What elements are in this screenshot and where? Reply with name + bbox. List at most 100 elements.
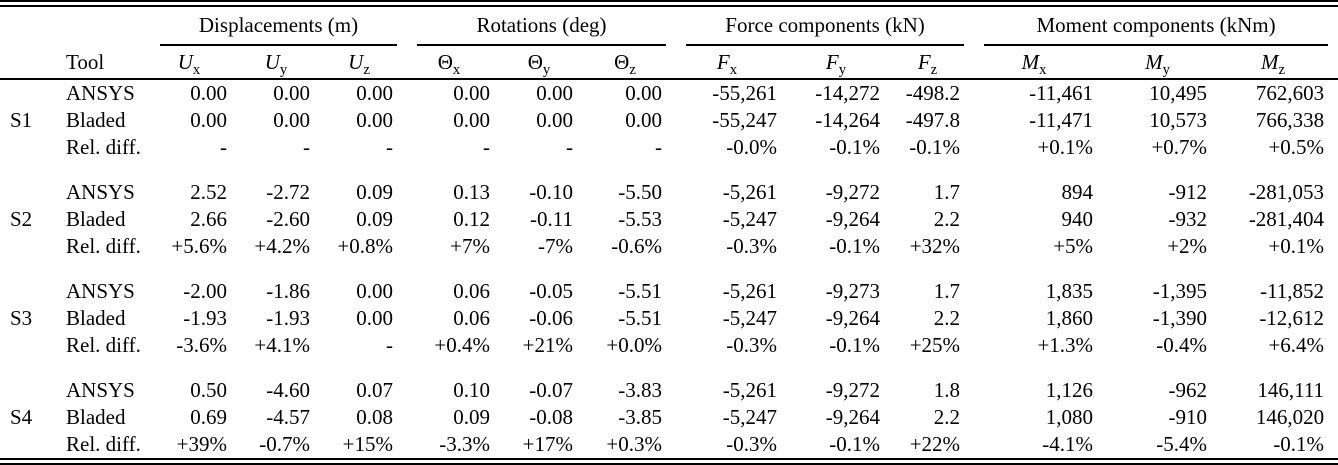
table-row: S1 ANSYS 0.00 0.00 0.00 0.00 0.00 0.00 -55,261 -1… bbox=[0, 79, 1338, 132]
symbol-subscript: x bbox=[1039, 61, 1047, 78]
value-cell: +0.1% bbox=[1037, 135, 1094, 159]
column-header-symbol: Uy bbox=[241, 46, 324, 80]
tool-cell: ANSYS bbox=[66, 279, 135, 303]
symbol-base: U bbox=[348, 49, 364, 74]
value-cell: -0.1% bbox=[1273, 432, 1325, 456]
symbol-base: U bbox=[177, 49, 193, 74]
value-cell: 0.00 bbox=[625, 108, 663, 132]
column-header-symbol: Fz bbox=[894, 46, 975, 80]
value-cell: +15% bbox=[342, 432, 393, 456]
symbol-subscript: y bbox=[542, 61, 551, 78]
value-cell: -7% bbox=[538, 234, 573, 258]
value-cell: -5,261 bbox=[722, 279, 778, 303]
value-cell: -2.00 bbox=[183, 279, 227, 303]
value-cell: 0.09 bbox=[356, 207, 393, 231]
value-cell: 894 bbox=[1061, 180, 1094, 204]
tool-cell: ANSYS bbox=[66, 81, 135, 105]
symbol-base: F bbox=[716, 49, 730, 74]
value-cell: 0.00 bbox=[190, 81, 227, 105]
value-cell: -497.8 bbox=[905, 108, 961, 132]
table-row: Rel. diff. - - - - - - -0.0% -0.1% -0.1% +0.1% +0.7… bbox=[0, 134, 1338, 161]
value-cell: -11,852 bbox=[1260, 279, 1325, 303]
column-header-symbol: Mz bbox=[1221, 46, 1338, 80]
value-cell: - bbox=[655, 135, 663, 159]
tool-cell: Bladed bbox=[66, 306, 126, 330]
value-cell: 146,111 bbox=[1257, 378, 1325, 402]
table-row: Rel. diff. +39% -0.7% +15% -3.3% +17% +0.3% -0.… bbox=[0, 431, 1338, 458]
value-cell: +6.4% bbox=[1268, 333, 1325, 357]
value-cell: 10,573 bbox=[1149, 108, 1208, 132]
value-cell: +17% bbox=[522, 432, 573, 456]
value-cell: -0.6% bbox=[611, 234, 663, 258]
value-cell: - bbox=[386, 135, 393, 159]
value-cell: 0.00 bbox=[356, 108, 393, 132]
value-cell: +0.7% bbox=[1151, 135, 1208, 159]
group-header-rotations: Rotations (deg) bbox=[407, 7, 676, 46]
value-cell: +0.8% bbox=[337, 234, 393, 258]
value-cell: 1,126 bbox=[1045, 378, 1094, 402]
value-cell: +0.1% bbox=[1268, 234, 1325, 258]
column-header-symbol: Fx bbox=[676, 46, 792, 80]
value-cell: -2.72 bbox=[266, 180, 310, 204]
value-cell: -5.53 bbox=[618, 207, 663, 231]
table-row: S3 ANSYS -2.00 -1.86 0.00 0.06 -0.05 -5.51 -5,26… bbox=[0, 278, 1338, 330]
value-cell: 0.50 bbox=[190, 378, 227, 402]
group-gap-row bbox=[0, 359, 1338, 377]
symbol-base: M bbox=[1021, 49, 1040, 74]
symbol-base: F bbox=[825, 49, 839, 74]
table-row: Rel. diff. +5.6% +4.2% +0.8% +7% -7% -0.6% -0.3… bbox=[0, 233, 1338, 260]
value-cell: -5.51 bbox=[618, 306, 663, 330]
value-cell: -0.08 bbox=[529, 405, 573, 429]
value-cell: 0.00 bbox=[453, 108, 490, 132]
column-header-symbol: Θy bbox=[504, 46, 587, 80]
value-cell: 766,338 bbox=[1255, 108, 1325, 132]
value-cell: 0.00 bbox=[273, 81, 310, 105]
group-header-row: Displacements (m) Rotations (deg) Force … bbox=[0, 7, 1338, 46]
value-cell: -1.93 bbox=[266, 306, 310, 330]
value-cell: 0.00 bbox=[536, 108, 573, 132]
tool-cell: Bladed bbox=[66, 207, 126, 231]
column-header-symbol: My bbox=[1107, 46, 1222, 80]
value-cell: -281,404 bbox=[1248, 207, 1325, 231]
value-cell: -0.1% bbox=[829, 432, 881, 456]
value-cell: 0.00 bbox=[273, 108, 310, 132]
value-cell: -2.60 bbox=[266, 207, 310, 231]
value-cell: -0.1% bbox=[829, 234, 881, 258]
value-cell: 2.52 bbox=[190, 180, 227, 204]
value-cell: -0.3% bbox=[726, 234, 778, 258]
value-cell: +0.5% bbox=[1268, 135, 1325, 159]
table-row: Bladed 0.00 0.00 0.00 0.00 0.00 0.00 -55,247 -14… bbox=[0, 107, 1338, 134]
value-cell: +0.4% bbox=[434, 333, 490, 357]
value-cell: +7% bbox=[450, 234, 490, 258]
tool-cell: Rel. diff. bbox=[66, 432, 141, 456]
symbol-subscript: z bbox=[1278, 61, 1286, 78]
value-cell: -0.4% bbox=[1156, 333, 1208, 357]
value-cell: -3.6% bbox=[176, 333, 227, 357]
symbol-subscript: z bbox=[629, 61, 636, 78]
value-cell: 0.12 bbox=[453, 207, 490, 231]
value-cell: -498.2 bbox=[905, 81, 961, 105]
value-cell: -14,272 bbox=[815, 81, 881, 105]
tool-cell: ANSYS bbox=[66, 378, 135, 402]
value-cell: - bbox=[483, 135, 490, 159]
value-cell: +2% bbox=[1167, 234, 1208, 258]
value-cell: 2.66 bbox=[190, 207, 227, 231]
value-cell: 2.2 bbox=[933, 405, 961, 429]
symbol-base: Θ bbox=[437, 49, 453, 74]
value-cell: -0.1% bbox=[909, 135, 961, 159]
value-cell: +4.1% bbox=[254, 333, 310, 357]
value-cell: - bbox=[566, 135, 573, 159]
symbol-subscript: z bbox=[363, 61, 370, 78]
value-cell: -0.11 bbox=[530, 207, 573, 231]
value-cell: -12,612 bbox=[1259, 306, 1325, 330]
value-cell: -0.05 bbox=[529, 279, 573, 303]
value-cell: 1.7 bbox=[933, 180, 961, 204]
value-cell: -5.51 bbox=[618, 279, 663, 303]
table-row: Bladed -1.93 -1.93 0.00 0.06 -0.06 -5.51 -5,247… bbox=[0, 305, 1338, 332]
column-header-symbol: Mx bbox=[974, 46, 1108, 80]
symbol-subscript: z bbox=[930, 61, 938, 78]
value-cell: +32% bbox=[909, 234, 961, 258]
row-group-label: S1 bbox=[10, 108, 33, 132]
group-gap-cell bbox=[0, 161, 1338, 179]
value-cell: -9,273 bbox=[825, 279, 881, 303]
